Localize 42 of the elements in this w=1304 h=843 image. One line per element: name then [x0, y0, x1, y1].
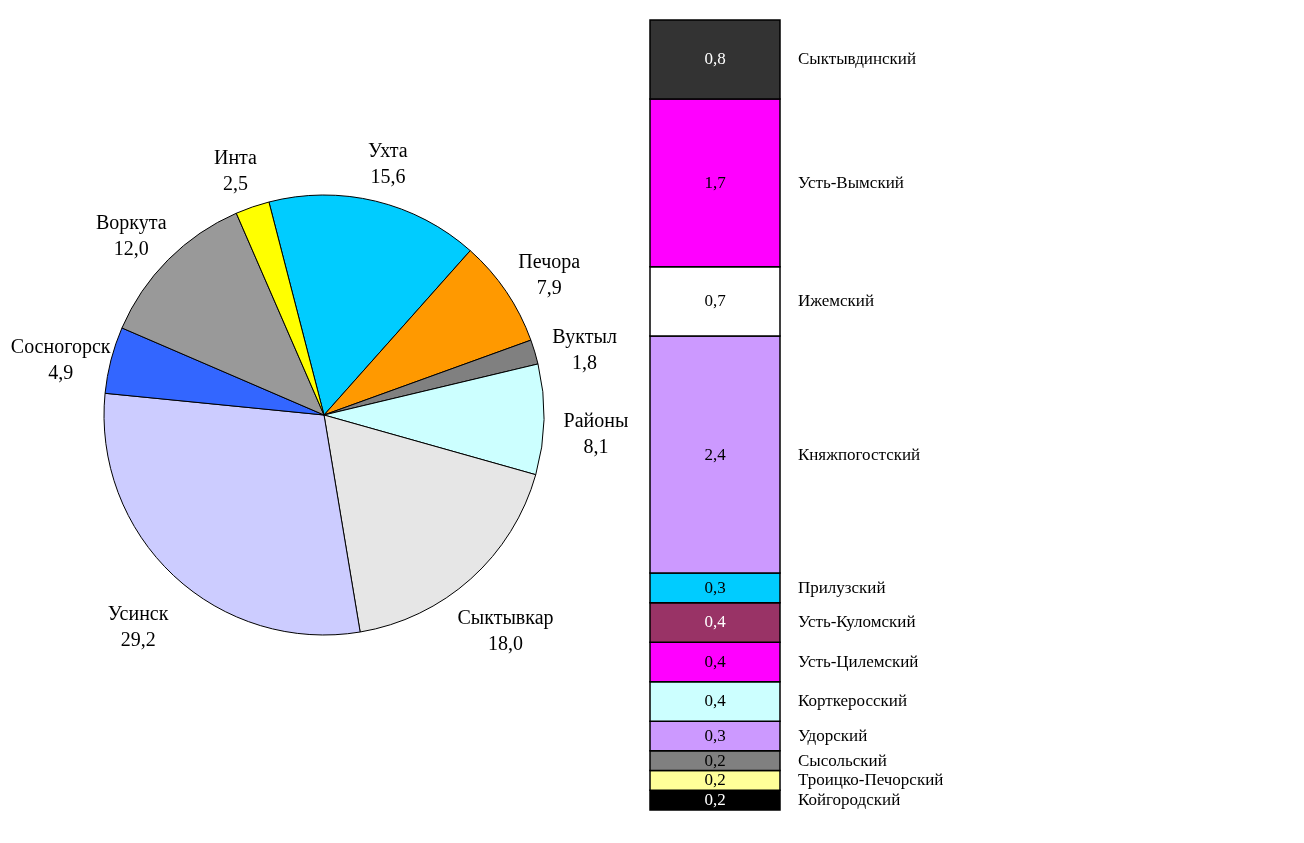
slice-label: Сыктывкар	[457, 605, 554, 629]
series-label: Усть-Вымский	[797, 172, 904, 192]
slice-label: Сосногорск	[10, 334, 111, 358]
data-label: 12,0	[113, 236, 149, 259]
data-label: 0,4	[704, 612, 727, 632]
slice-label: Инта	[213, 145, 258, 168]
data-label: 0,7	[704, 291, 727, 311]
slice-label: Воркута	[96, 210, 167, 234]
series-label: Сыктывдинский	[797, 49, 917, 69]
data-label: 2,4	[704, 444, 727, 464]
data-label: 8,1	[583, 434, 609, 457]
series-label: Усть-Цилемский	[797, 651, 919, 671]
slice-label: Районы	[563, 408, 629, 431]
slice-label: Усинск	[107, 601, 169, 624]
data-label: 1,7	[704, 172, 727, 192]
series-label: Княжпогостский	[797, 444, 921, 464]
data-label: 0,2	[704, 750, 726, 770]
series-label: Троицко-Печорский	[797, 770, 944, 790]
data-label: 0,4	[704, 691, 727, 711]
series-label: Корткеросский	[797, 691, 907, 711]
series-label: Койгородский	[797, 790, 901, 810]
slice-label: Ухта	[368, 138, 408, 161]
data-label: 0,8	[704, 49, 726, 69]
slice-label: Печора	[518, 250, 581, 274]
data-label: 4,9	[48, 360, 74, 383]
series-label: Ижемский	[797, 291, 875, 311]
series-label: Усть-Куломский	[797, 612, 916, 632]
slice-label: Вуктыл	[552, 325, 617, 349]
series-label: Прилузский	[797, 577, 886, 597]
data-label: 0,4	[704, 651, 727, 671]
data-label: 0,2	[704, 790, 726, 810]
data-label: 18,0	[487, 631, 523, 654]
data-label: 0,3	[704, 577, 726, 597]
data-label: 0,2	[704, 770, 726, 790]
series-label: Сысольский	[797, 750, 887, 770]
data-label: 7,9	[536, 276, 562, 299]
series-label: Удорский	[797, 726, 868, 746]
data-label: 29,2	[120, 627, 156, 650]
data-label: 2,5	[222, 171, 248, 194]
data-label: 0,3	[704, 726, 726, 746]
data-label: 1,8	[572, 351, 598, 374]
data-label: 15,6	[370, 164, 406, 187]
